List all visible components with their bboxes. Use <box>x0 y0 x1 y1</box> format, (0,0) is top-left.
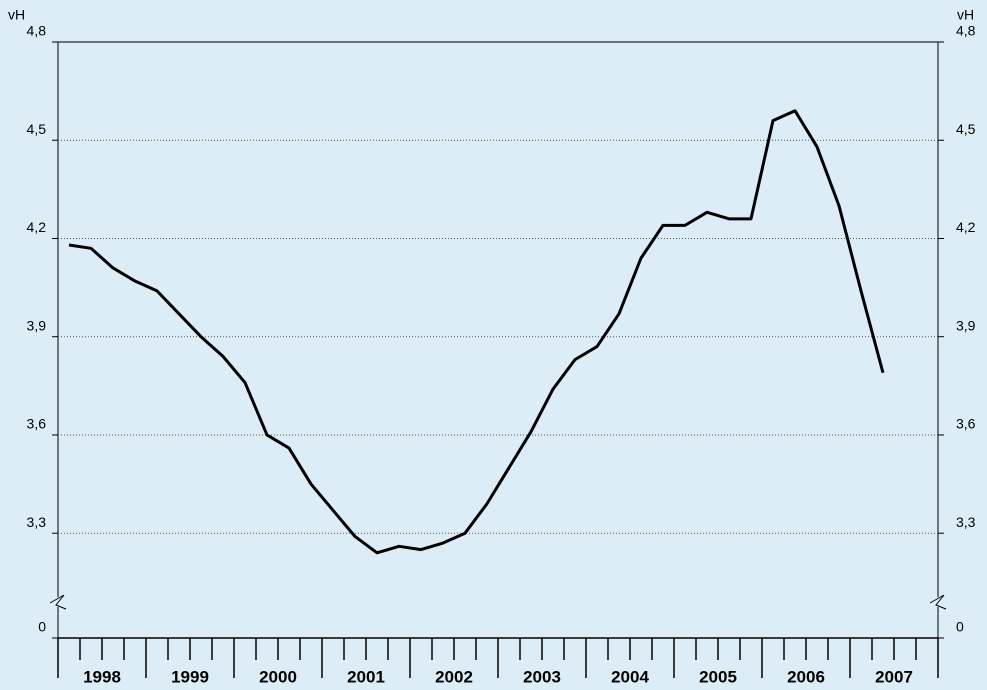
y-tick-label-right: 4,8 <box>956 23 976 39</box>
y-tick-label-right: 4,2 <box>956 219 976 235</box>
y-tick-label-right: 4,5 <box>956 121 976 137</box>
axis-break <box>49 594 67 610</box>
y-tick-label: 3,6 <box>27 416 47 432</box>
y-axis-label-right: vH <box>957 7 974 23</box>
x-tick-label: 2006 <box>787 667 825 686</box>
y-tick-label: 3,3 <box>27 514 47 530</box>
y-tick-label-right: 3,6 <box>956 416 976 432</box>
x-tick-label: 2007 <box>875 667 913 686</box>
y-tick-label: 3,9 <box>27 317 47 333</box>
y-tick-label-right: 0 <box>956 619 964 635</box>
x-tick-label: 1999 <box>171 667 209 686</box>
y-tick-label-right: 3,3 <box>956 514 976 530</box>
x-tick-label: 2005 <box>699 667 737 686</box>
y-tick-label-right: 3,9 <box>956 317 976 333</box>
y-tick-label: 4,5 <box>27 121 47 137</box>
y-tick-label: 4,2 <box>27 219 47 235</box>
x-tick-label: 2003 <box>523 667 561 686</box>
y-tick-label: 0 <box>38 619 46 635</box>
y-tick-label: 4,8 <box>27 23 47 39</box>
x-tick-label: 2001 <box>347 667 385 686</box>
x-tick-label: 2002 <box>435 667 473 686</box>
x-tick-label: 2004 <box>611 667 649 686</box>
x-tick-label: 2000 <box>259 667 297 686</box>
axis-break <box>929 594 947 610</box>
y-axis-label: vH <box>8 7 25 23</box>
x-tick-label: 1998 <box>83 667 121 686</box>
line <box>68 109 885 555</box>
